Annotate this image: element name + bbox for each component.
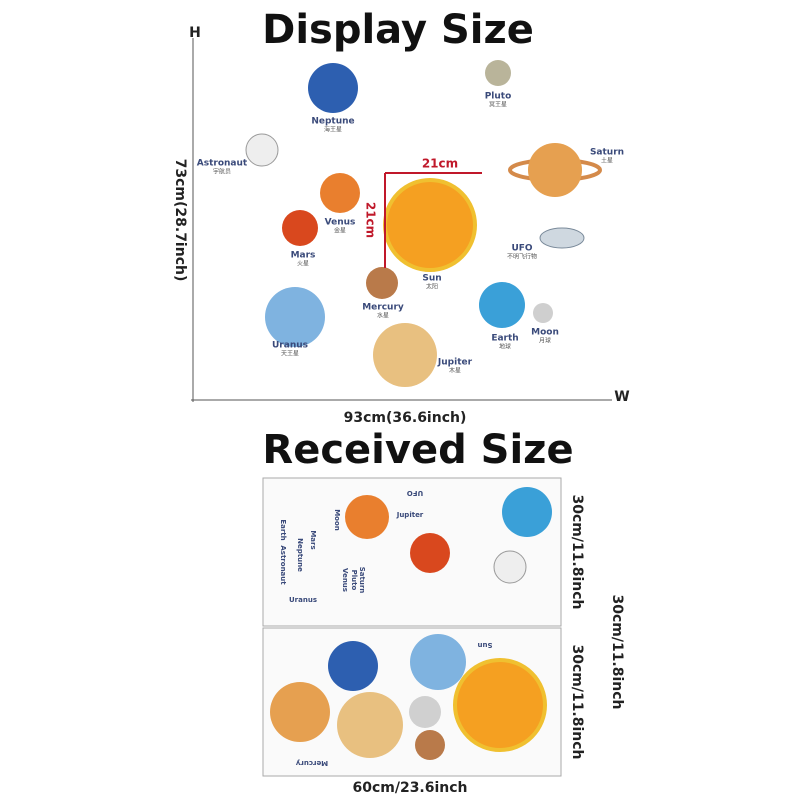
planet-name: Neptune (311, 117, 354, 127)
sheet-label: Neptune (296, 538, 304, 572)
neptune (308, 63, 358, 113)
sheet-label: Uranus (289, 596, 317, 604)
height-label: 73cm(28.7inch) (172, 159, 188, 282)
pluto (485, 60, 511, 86)
planet-name: Mars (291, 251, 316, 261)
w-label: W (614, 389, 629, 405)
planet (337, 692, 403, 758)
planet-name-cn: 太阳 (426, 283, 438, 291)
sheet-label: Saturn (358, 567, 366, 594)
sheet-label: Earth (279, 519, 287, 540)
sheet-label: Mercury (295, 759, 328, 767)
sheet-label: Astronaut (279, 545, 287, 585)
planet-name-cn: 天王星 (281, 351, 299, 358)
planet-name-cn: 海王星 (324, 126, 342, 134)
sheet-label: Sun (477, 641, 492, 649)
mars (282, 210, 318, 246)
sun-width: 21cm (422, 157, 458, 171)
planet (502, 487, 552, 537)
planet-name: Sun (422, 274, 441, 284)
moon (533, 303, 553, 323)
saturn (528, 143, 582, 197)
sheet-label: UFO (407, 489, 423, 497)
width-label: 60cm/23.6inch (352, 780, 467, 796)
planet-name: Pluto (485, 92, 512, 102)
title: Display Size (262, 7, 534, 53)
planet-name-cn: 月球 (539, 337, 551, 345)
ufo (539, 227, 585, 249)
planet-name-cn: 水星 (377, 312, 389, 320)
planet-name: Earth (491, 334, 518, 344)
planet (270, 682, 330, 742)
planet (415, 730, 445, 760)
sheet-labels: Moon Mars Earth Neptune Astronaut Venus Pluto S… (279, 489, 424, 604)
planet-name: Mercury (362, 303, 404, 313)
venus (320, 173, 360, 213)
mercury (366, 267, 398, 299)
planet (328, 641, 378, 691)
sheet-height: 30cm/11.8inch (569, 494, 585, 609)
planet-name-cn: 冥王星 (489, 102, 507, 109)
sheet-label: Jupiter (396, 511, 424, 519)
planet (409, 696, 441, 728)
planet-name: Venus (325, 218, 356, 228)
planet-name-cn: 宇航员 (213, 168, 231, 176)
astronaut (245, 133, 279, 167)
width-label: 93cm(36.6inch) (344, 410, 467, 426)
sheet-label: Moon (333, 509, 341, 531)
sun-height: 21cm (364, 202, 378, 238)
sun (453, 658, 547, 752)
display-section: Display Size H W 73cm(28.7inch) 93cm(36.… (172, 7, 630, 426)
planet (345, 495, 389, 539)
planet-name: Astronaut (197, 159, 248, 169)
planet-name: Moon (531, 328, 559, 338)
jupiter (373, 323, 437, 387)
sheet-height: 30cm/11.8inch (569, 644, 585, 759)
planet (410, 634, 466, 690)
title: Received Size (262, 427, 573, 473)
planet-name-cn: 木星 (449, 367, 461, 375)
planet-name: UFO (511, 244, 532, 254)
planet-name: Saturn (590, 148, 624, 158)
earth (479, 282, 525, 328)
sun (383, 178, 477, 272)
planet-name: Jupiter (437, 358, 473, 368)
planet (410, 533, 450, 573)
planet-name-cn: 火星 (297, 261, 309, 268)
planet-name-cn: 金星 (334, 227, 346, 235)
sheet-label: Pluto (350, 570, 358, 591)
planet-name-cn: 土星 (601, 157, 613, 165)
uranus (265, 287, 325, 347)
sheet-label: Venus (341, 568, 349, 592)
h-label: H (189, 25, 201, 41)
sheet-label: Mars (309, 530, 317, 549)
planet-name-cn: 地球 (499, 343, 511, 351)
astronaut (493, 550, 527, 584)
total-height: 30cm/11.8inch (609, 594, 625, 709)
received-section: Received Size Moon Mars Earth Neptune Astron… (262, 427, 625, 796)
planet-name: Uranus (272, 341, 308, 351)
planet-name-cn: 不明飞行物 (507, 253, 537, 261)
